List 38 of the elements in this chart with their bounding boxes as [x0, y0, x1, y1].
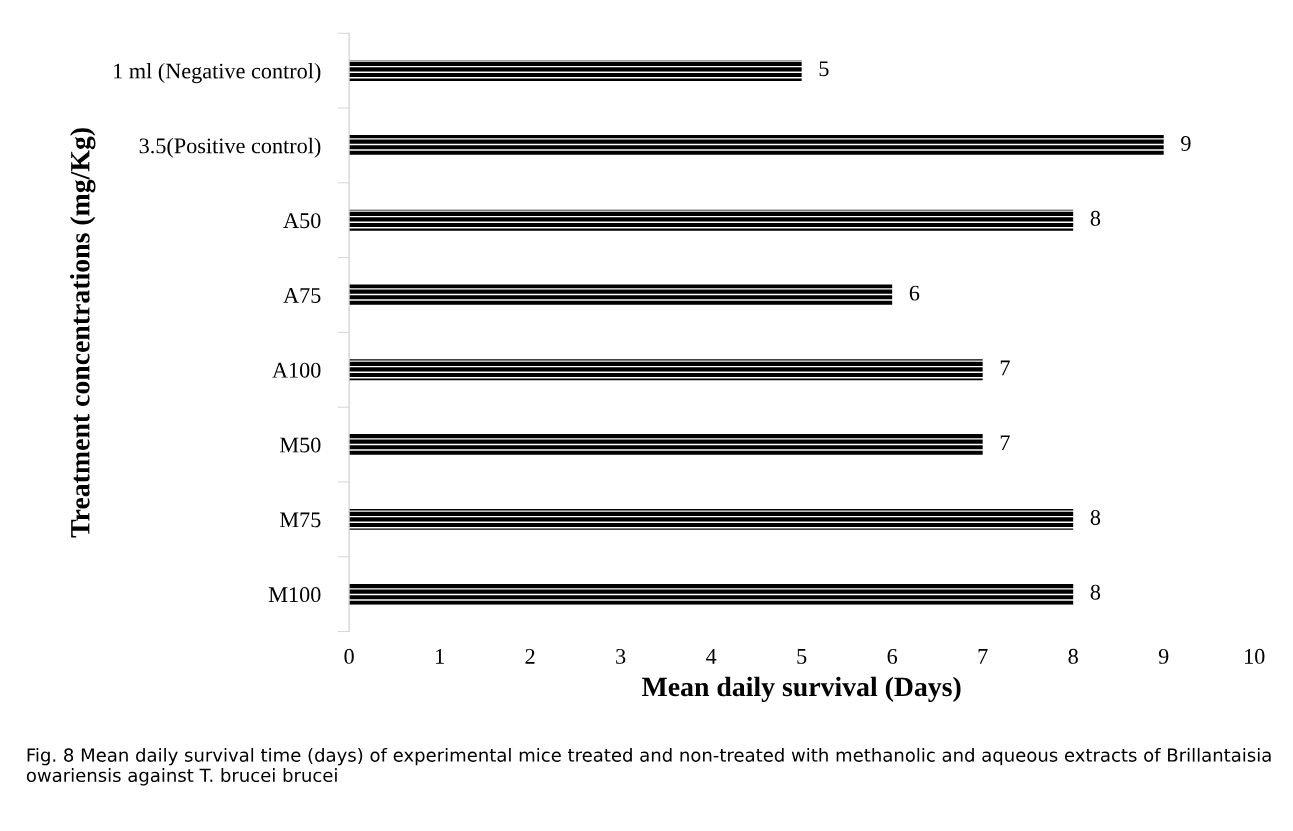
data-label: 5: [819, 61, 829, 77]
y-tick-label: M100: [268, 587, 321, 603]
data-label: 8: [1090, 509, 1101, 525]
y-tick-label: A75: [283, 288, 321, 303]
data-label: 9: [1181, 136, 1191, 151]
bar: [349, 508, 1074, 530]
bar: [349, 434, 983, 456]
data-label: 6: [909, 285, 920, 301]
y-tick-label: 1 ml (Negative control): [114, 62, 321, 84]
data-label: 7: [1000, 360, 1010, 376]
x-tick-label: 6: [887, 648, 898, 664]
y-tick-label: A50: [283, 213, 321, 229]
x-tick-label: 0: [344, 648, 354, 664]
x-tick-label: 8: [1068, 648, 1078, 664]
bar: [349, 284, 893, 306]
x-axis-title: Mean daily survival (Days): [642, 676, 961, 702]
data-label: 7: [1000, 435, 1010, 450]
bar: [349, 134, 1164, 156]
bar: [349, 583, 1074, 605]
x-tick-label: 3: [616, 648, 626, 664]
x-tick-label: 4: [706, 649, 717, 664]
x-tick-label: 10: [1245, 648, 1265, 664]
bar: [349, 359, 983, 381]
x-tick-label: 9: [1158, 648, 1169, 664]
bar: [349, 60, 802, 82]
y-tick-label: M50: [279, 437, 321, 453]
y-tick-label: A100: [272, 362, 321, 378]
x-tick-label: 7: [978, 649, 988, 664]
x-tick-label: 5: [797, 649, 807, 664]
caption: Fig. 8 Mean daily survival time (days) of experimental mice treated and non-treated with methanolic and aqueous extracts of Brillantaisia owariensis against T. brucei brucei: [26, 747, 1271, 786]
bar: [349, 209, 1074, 231]
y-axis-title: Treatment concentrations (mg/Kg): [70, 128, 96, 538]
y-tick-label: M75: [279, 512, 321, 528]
x-tick-label: 2: [525, 648, 535, 664]
data-label: 8: [1090, 584, 1101, 600]
x-tick-label: 1: [436, 648, 444, 664]
data-label: 8: [1090, 210, 1101, 226]
y-tick-label: 3.5(Positive control): [139, 137, 321, 158]
